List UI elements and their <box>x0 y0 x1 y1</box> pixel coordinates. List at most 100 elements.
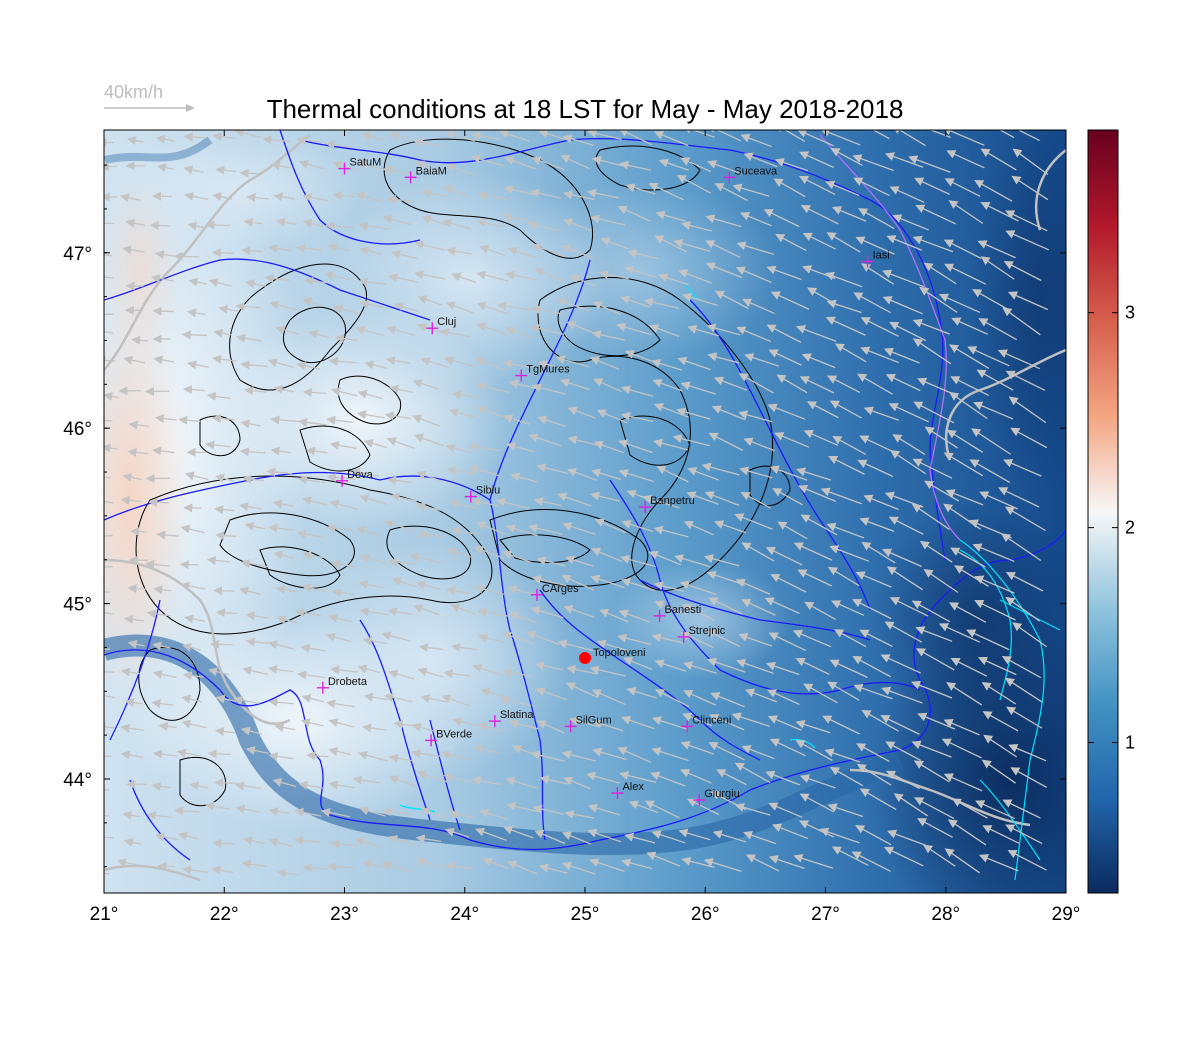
wind-arrow <box>239 447 266 457</box>
wind-arrow <box>298 159 324 170</box>
wind-arrow <box>882 296 923 315</box>
wind-arrow <box>681 221 713 232</box>
wind-arrow <box>499 695 532 707</box>
wind-arrow <box>235 302 261 312</box>
wind-arrow <box>441 694 471 707</box>
wind-arrow <box>182 671 204 681</box>
wind-arrow <box>851 851 891 872</box>
wind-arrow <box>600 237 630 250</box>
wind-arrow <box>820 130 861 146</box>
wind-arrow <box>556 297 590 312</box>
wind-arrow <box>825 316 866 336</box>
wind-arrow <box>682 130 715 138</box>
wind-arrow <box>924 480 960 502</box>
wind-arrow <box>443 356 476 368</box>
wind-arrow <box>177 831 200 841</box>
wind-arrow <box>476 405 506 418</box>
wind-arrow <box>621 519 654 533</box>
wind-arrow <box>969 459 1011 484</box>
wind-arrow <box>527 221 560 232</box>
wind-arrow <box>911 740 952 758</box>
wind-arrow <box>528 433 562 447</box>
wind-arrow <box>443 772 475 784</box>
wind-arrow <box>386 194 414 204</box>
wind-arrow <box>473 545 504 559</box>
wind-arrow <box>173 806 200 816</box>
wind-arrow <box>448 809 475 819</box>
wind-arrow <box>509 611 536 624</box>
wind-arrow <box>798 151 835 169</box>
wind-arrow <box>362 723 387 733</box>
wind-arrow <box>976 369 1014 391</box>
wind-arrow <box>205 440 231 450</box>
city-banesti: Banesti <box>653 604 701 622</box>
wind-arrow <box>828 455 865 475</box>
wind-arrow <box>852 154 894 172</box>
wind-arrow <box>445 443 472 454</box>
city-strejnic: Strejnic <box>677 625 726 643</box>
wind-arrow <box>409 553 442 564</box>
wind-arrow <box>919 540 953 563</box>
wind-arrow <box>502 668 531 678</box>
wind-arrow <box>889 186 925 204</box>
wind-arrow <box>834 343 867 363</box>
colorbar <box>1087 129 1119 894</box>
wind-arrow <box>913 401 955 424</box>
wind-arrow <box>130 526 147 537</box>
wind-arrow <box>386 475 412 485</box>
wind-arrow <box>293 835 320 845</box>
wind-arrow <box>763 209 800 228</box>
wind-arrow <box>736 326 772 343</box>
wind-arrow <box>736 241 774 255</box>
wind-arrow <box>328 746 352 756</box>
wind-arrow <box>537 415 566 427</box>
wind-arrow <box>591 330 626 341</box>
wind-arrow <box>741 599 776 616</box>
wind-arrow <box>442 218 471 230</box>
wind-arrow <box>359 299 384 309</box>
wind-arrow <box>420 807 448 819</box>
wind-arrow <box>450 526 477 536</box>
wind-arrow <box>298 780 326 790</box>
city-iasi: Iasi <box>861 250 890 268</box>
wind-arrow <box>625 183 656 195</box>
topoloveni-marker <box>579 651 591 664</box>
wind-arrow <box>178 415 201 425</box>
wind-arrow <box>946 429 984 453</box>
wind-arrow <box>302 863 329 873</box>
wind-arrow <box>212 192 232 202</box>
wind-arrow <box>334 334 359 344</box>
wind-arrow <box>826 522 865 539</box>
wind-arrow <box>680 741 714 755</box>
wind-arrow <box>982 711 1019 732</box>
wind-arrow <box>563 190 595 201</box>
wind-arrow <box>330 839 358 849</box>
wind-arrow <box>860 317 899 337</box>
wind-arrow <box>651 830 686 844</box>
wind-arrow <box>966 629 1010 651</box>
wind-arrow <box>218 304 238 314</box>
wind-arrow <box>682 292 719 307</box>
wind-arrow <box>327 243 350 253</box>
wind-arrow <box>187 221 207 231</box>
wind-arrow <box>275 585 298 594</box>
wind-arrow <box>589 665 627 677</box>
wind-arrow <box>857 373 893 395</box>
wind-arrow <box>154 832 179 842</box>
wind-arrow <box>264 273 290 283</box>
wind-arrow <box>326 699 355 709</box>
lat-tick-label: 45° <box>63 595 92 616</box>
wind-arrow <box>104 443 118 453</box>
wind-arrow <box>1005 824 1043 845</box>
wind-arrow <box>563 776 591 790</box>
wind-arrow <box>677 356 711 371</box>
wind-arrow <box>587 130 622 140</box>
wind-arrow <box>468 464 501 477</box>
wind-arrow <box>386 325 416 336</box>
wind-arrow <box>744 688 778 703</box>
wind-arrow <box>834 629 867 648</box>
wind-arrow <box>269 300 297 311</box>
wind-arrow <box>351 468 380 478</box>
wind-arrow <box>648 182 684 201</box>
wind-arrow <box>774 432 810 448</box>
